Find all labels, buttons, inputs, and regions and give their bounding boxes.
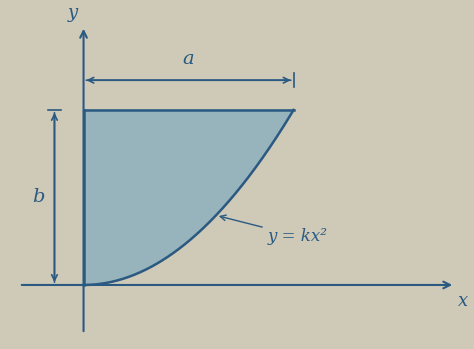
Text: x: x: [458, 292, 468, 310]
Text: a: a: [183, 50, 194, 68]
Text: b: b: [32, 188, 45, 207]
Polygon shape: [83, 110, 293, 285]
Text: y = kx²: y = kx²: [220, 215, 328, 245]
Text: y: y: [67, 5, 77, 22]
